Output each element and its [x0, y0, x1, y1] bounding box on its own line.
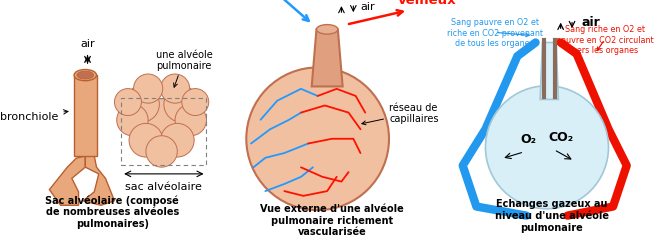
Text: bronchiole: bronchiole [0, 110, 68, 121]
Polygon shape [540, 43, 558, 100]
Text: O₂: O₂ [521, 132, 537, 145]
Circle shape [129, 124, 163, 158]
Text: sang
veineux: sang veineux [398, 0, 456, 6]
Text: Vue externe d'une alvéole
pulmonaire richement
vascularisée: Vue externe d'une alvéole pulmonaire ric… [260, 203, 404, 236]
Circle shape [123, 87, 159, 123]
Text: air: air [360, 2, 375, 12]
Circle shape [486, 86, 608, 209]
Circle shape [161, 124, 194, 158]
Polygon shape [312, 30, 342, 87]
Text: Sang pauvre en O2 et
riche en CO2 provenant
de tous les organes: Sang pauvre en O2 et riche en CO2 proven… [447, 18, 543, 48]
Ellipse shape [74, 70, 96, 82]
Bar [121, 98, 206, 165]
Circle shape [117, 105, 148, 136]
Text: une alvéole
pulmonaire: une alvéole pulmonaire [155, 50, 212, 88]
Circle shape [175, 105, 206, 136]
Circle shape [115, 89, 141, 116]
Ellipse shape [77, 72, 94, 80]
Circle shape [161, 75, 190, 104]
Polygon shape [83, 156, 115, 206]
Text: Sac alvéolaire (composé
de nombreuses alvéoles
pulmonaires): Sac alvéolaire (composé de nombreuses al… [46, 194, 179, 228]
Circle shape [182, 89, 209, 116]
Text: réseau de
capillaires: réseau de capillaires [362, 102, 438, 125]
Text: air: air [80, 39, 95, 49]
Text: sac alvéolaire: sac alvéolaire [125, 181, 202, 191]
Circle shape [146, 136, 178, 168]
Circle shape [133, 75, 163, 104]
Polygon shape [50, 156, 85, 206]
FancyBboxPatch shape [74, 76, 96, 156]
Text: CO₂: CO₂ [548, 130, 574, 143]
Circle shape [247, 68, 389, 210]
Circle shape [140, 99, 183, 142]
Ellipse shape [316, 26, 338, 35]
Text: Echanges gazeux au
niveau d'une alvéole
pulmonaire: Echanges gazeux au niveau d'une alvéole … [494, 198, 608, 232]
Circle shape [164, 87, 200, 123]
Text: air: air [581, 16, 600, 29]
Text: Sang riche en O2 et
pauvre en CO2 circulant
vers les organes: Sang riche en O2 et pauvre en CO2 circul… [556, 25, 654, 55]
